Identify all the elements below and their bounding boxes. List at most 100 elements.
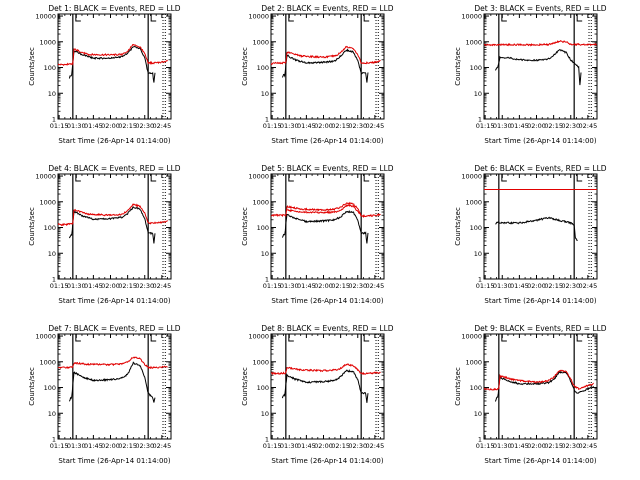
x-tick-label: 02:30 bbox=[561, 122, 580, 130]
y-axis-label: Counts/sec bbox=[241, 367, 249, 406]
chart-panel-det-3: Det 3: BLACK = Events, RED = LLD Counts/s… bbox=[454, 4, 607, 145]
x-tick-label: 02:00 bbox=[101, 442, 120, 450]
y-tick-label: 1000 bbox=[252, 38, 269, 46]
y-tick-label: 1 bbox=[265, 276, 269, 284]
x-axis-label: Start Time (26-Apr-14 01:14:00) bbox=[484, 457, 596, 465]
y-tick-label: 10 bbox=[474, 250, 482, 258]
y-tick-label: 10 bbox=[261, 410, 269, 418]
y-tick-label: 1000 bbox=[39, 198, 56, 206]
chart-panel-det-7: Det 7: BLACK = Events, RED = LLD Counts/s… bbox=[28, 324, 181, 465]
x-tick-label: 01:30 bbox=[67, 442, 86, 450]
x-tick-label: 02:15 bbox=[331, 282, 350, 290]
y-tick-label: 10000 bbox=[35, 333, 56, 341]
x-tick-label: 02:45 bbox=[366, 122, 385, 130]
marker-bracket bbox=[288, 334, 294, 342]
y-tick-label: 1000 bbox=[252, 358, 269, 366]
chart-title: Det 8: BLACK = Events, RED = LLD bbox=[261, 324, 393, 333]
y-tick-label: 1 bbox=[52, 276, 56, 284]
series-lld-line bbox=[484, 40, 597, 47]
x-tick-label: 01:45 bbox=[510, 282, 529, 290]
y-tick-label: 100 bbox=[470, 224, 482, 232]
plot-frame bbox=[270, 13, 385, 120]
y-tick-label: 10 bbox=[48, 410, 56, 418]
x-tick-label: 01:30 bbox=[493, 122, 512, 130]
y-axis-label: Counts/sec bbox=[28, 207, 36, 246]
x-tick-label: 02:30 bbox=[561, 282, 580, 290]
x-tick-label: 02:00 bbox=[314, 122, 333, 130]
x-axis-label: Start Time (26-Apr-14 01:14:00) bbox=[58, 137, 170, 145]
x-tick-label: 02:00 bbox=[101, 122, 120, 130]
chart-panel-det-9: Det 9: BLACK = Events, RED = LLD Counts/s… bbox=[454, 324, 607, 465]
x-axis-label: Start Time (26-Apr-14 01:14:00) bbox=[58, 297, 170, 305]
marker-bracket bbox=[576, 14, 583, 22]
y-tick-label: 10 bbox=[261, 90, 269, 98]
x-tick-label: 02:45 bbox=[366, 282, 385, 290]
plot-frame bbox=[57, 333, 172, 440]
marker-bracket bbox=[501, 334, 507, 342]
y-tick-label: 1 bbox=[265, 436, 269, 444]
marker-bracket bbox=[363, 334, 370, 342]
x-tick-label: 01:30 bbox=[67, 282, 86, 290]
y-tick-label: 1 bbox=[52, 116, 56, 124]
series-lld-line bbox=[58, 356, 168, 370]
y-tick-label: 100 bbox=[257, 64, 269, 72]
x-tick-label: 01:30 bbox=[280, 442, 299, 450]
x-tick-label: 02:15 bbox=[118, 282, 137, 290]
plot-frame bbox=[483, 333, 598, 440]
x-axis-label: Start Time (26-Apr-14 01:14:00) bbox=[271, 137, 383, 145]
series-lld-line bbox=[271, 45, 381, 66]
x-tick-label: 02:15 bbox=[544, 122, 563, 130]
x-tick-label: 02:30 bbox=[348, 122, 367, 130]
x-tick-label: 01:15 bbox=[476, 282, 495, 290]
marker-bracket bbox=[75, 14, 81, 22]
plot-frame bbox=[483, 173, 598, 280]
y-tick-label: 1000 bbox=[465, 38, 482, 46]
marker-bracket bbox=[363, 14, 370, 22]
marker-bracket bbox=[576, 174, 583, 182]
x-tick-label: 02:45 bbox=[153, 442, 172, 450]
series-events-line bbox=[494, 49, 582, 86]
y-tick-label: 10000 bbox=[248, 13, 269, 21]
chart-title: Det 4: BLACK = Events, RED = LLD bbox=[48, 164, 180, 173]
x-axis-label: Start Time (26-Apr-14 01:14:00) bbox=[271, 297, 383, 305]
y-tick-label: 1 bbox=[478, 276, 482, 284]
marker-bracket bbox=[363, 174, 370, 182]
y-tick-label: 10 bbox=[474, 90, 482, 98]
x-tick-label: 01:30 bbox=[67, 122, 86, 130]
series-lld-line bbox=[58, 203, 168, 227]
y-axis-label: Counts/sec bbox=[454, 367, 462, 406]
y-tick-label: 1 bbox=[265, 116, 269, 124]
series-lld-line bbox=[271, 201, 381, 219]
x-tick-label: 02:45 bbox=[579, 282, 598, 290]
y-tick-label: 10000 bbox=[461, 13, 482, 21]
series-lld-line bbox=[271, 363, 381, 376]
y-tick-label: 100 bbox=[470, 384, 482, 392]
chart-title: Det 3: BLACK = Events, RED = LLD bbox=[474, 4, 606, 13]
y-tick-label: 1000 bbox=[465, 358, 482, 366]
x-tick-label: 02:15 bbox=[331, 122, 350, 130]
x-tick-label: 01:45 bbox=[510, 442, 529, 450]
x-axis-label: Start Time (26-Apr-14 01:14:00) bbox=[484, 137, 596, 145]
x-tick-label: 02:30 bbox=[135, 442, 154, 450]
chart-panel-det-4: Det 4: BLACK = Events, RED = LLD Counts/s… bbox=[28, 164, 181, 305]
x-tick-label: 01:30 bbox=[493, 282, 512, 290]
y-tick-label: 100 bbox=[470, 64, 482, 72]
x-axis-label: Start Time (26-Apr-14 01:14:00) bbox=[271, 457, 383, 465]
y-tick-label: 100 bbox=[44, 224, 56, 232]
x-tick-label: 01:30 bbox=[280, 282, 299, 290]
series-events-line bbox=[281, 48, 369, 83]
x-tick-label: 01:15 bbox=[476, 442, 495, 450]
series-events-line bbox=[495, 216, 578, 241]
chart-panel-det-8: Det 8: BLACK = Events, RED = LLD Counts/s… bbox=[241, 324, 394, 465]
y-axis-label: Counts/sec bbox=[28, 367, 36, 406]
plot-frame bbox=[270, 173, 385, 280]
x-tick-label: 02:30 bbox=[348, 282, 367, 290]
chart-title: Det 9: BLACK = Events, RED = LLD bbox=[474, 324, 606, 333]
chart-title: Det 2: BLACK = Events, RED = LLD bbox=[261, 4, 393, 13]
x-tick-label: 01:45 bbox=[84, 282, 103, 290]
y-tick-label: 100 bbox=[44, 64, 56, 72]
x-tick-label: 01:30 bbox=[493, 442, 512, 450]
x-tick-label: 02:30 bbox=[348, 442, 367, 450]
marker-bracket bbox=[75, 174, 81, 182]
x-tick-label: 02:00 bbox=[101, 282, 120, 290]
